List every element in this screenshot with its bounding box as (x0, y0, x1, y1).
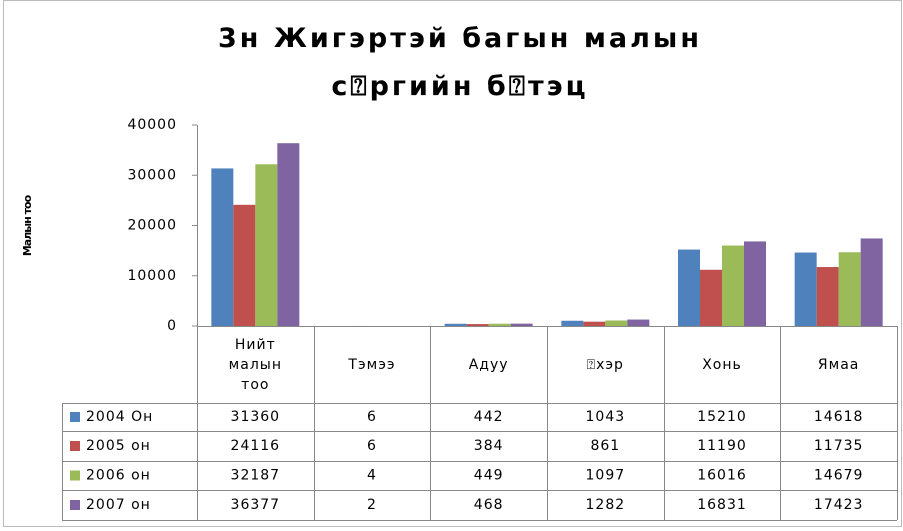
table-value: 31360 (231, 409, 281, 425)
table-value: 6 (367, 438, 377, 454)
table-value: 1282 (586, 497, 626, 513)
table-value: 384 (474, 438, 504, 454)
y-tick-label: 20000 (127, 218, 177, 234)
bar (211, 168, 234, 326)
bar (860, 238, 883, 326)
bar (277, 143, 300, 326)
table-value: 32187 (231, 468, 281, 484)
table-value: 449 (474, 468, 504, 484)
x-tick-label: ⍰хэр (586, 356, 624, 373)
table-value: 4 (367, 468, 377, 484)
bar (605, 320, 628, 326)
y-tick-label: 40000 (127, 117, 177, 133)
table-value: 861 (590, 438, 620, 454)
bar (838, 252, 861, 326)
y-tick-label: 0 (167, 318, 177, 334)
category-cell: Нийт малын тоо (228, 336, 282, 393)
table-value: 11190 (697, 438, 747, 454)
legend-label: 2006 он (86, 468, 151, 484)
bar (510, 323, 533, 326)
table-value: 24116 (231, 438, 281, 454)
category-cell: ⍰хэр (586, 356, 624, 373)
bar (561, 320, 584, 326)
table-value: 2 (367, 497, 377, 513)
y-tick-label: 30000 (127, 167, 177, 183)
chart-title: 3н Жигэртэй багын малын с⍰ргийн б⍰тэц (217, 23, 702, 102)
table-value: 442 (474, 409, 504, 425)
legend-label: 2005 он (86, 438, 151, 454)
category-cell: Тэмээ (348, 356, 396, 373)
table-value: 14679 (814, 468, 864, 484)
bar (700, 269, 722, 326)
bar (255, 164, 278, 326)
legend-swatch (70, 500, 80, 510)
table-value: 1097 (586, 468, 626, 484)
y-axis-label: Малын тоо (21, 194, 34, 256)
bar (794, 252, 817, 326)
bar (233, 204, 256, 326)
category-cell: Адуу (468, 356, 509, 373)
category-cell: Ямаа (817, 356, 860, 373)
bar (627, 319, 650, 326)
category-cell: Хонь (702, 356, 742, 373)
table-value: 16016 (697, 468, 747, 484)
table-value: 17423 (814, 497, 864, 513)
bar (722, 245, 744, 326)
x-tick-label: Хонь (702, 356, 742, 373)
x-tick-label: Тэмээ (348, 356, 396, 373)
legend-label: 2007 он (86, 497, 151, 513)
table-value: 14618 (814, 409, 864, 425)
legend-swatch (70, 470, 80, 481)
bar (744, 241, 766, 326)
title-box: 3н Жигэртэй багын малын с⍰ргийн б⍰тэц (217, 23, 702, 102)
table-value: 16831 (697, 497, 747, 513)
y-tick-label: 10000 (127, 268, 177, 284)
x-tick-label: Нийт малын тоо (228, 336, 282, 393)
table-value: 11735 (814, 438, 864, 454)
bar (466, 324, 489, 326)
x-tick-label: Ямаа (817, 356, 860, 373)
bar (816, 267, 839, 326)
table-value: 15210 (697, 409, 747, 425)
bar (583, 321, 606, 326)
bar (678, 249, 700, 326)
table-value: 6 (367, 409, 377, 425)
x-tick-label: Адуу (468, 356, 509, 373)
legend-swatch (70, 441, 80, 451)
table-value: 36377 (231, 497, 281, 513)
legend-swatch (70, 412, 80, 422)
legend-label: 2004 Он (86, 409, 153, 425)
bar (488, 323, 511, 326)
table-value: 468 (474, 497, 504, 513)
table-value: 1043 (586, 409, 626, 425)
bar (444, 323, 467, 326)
